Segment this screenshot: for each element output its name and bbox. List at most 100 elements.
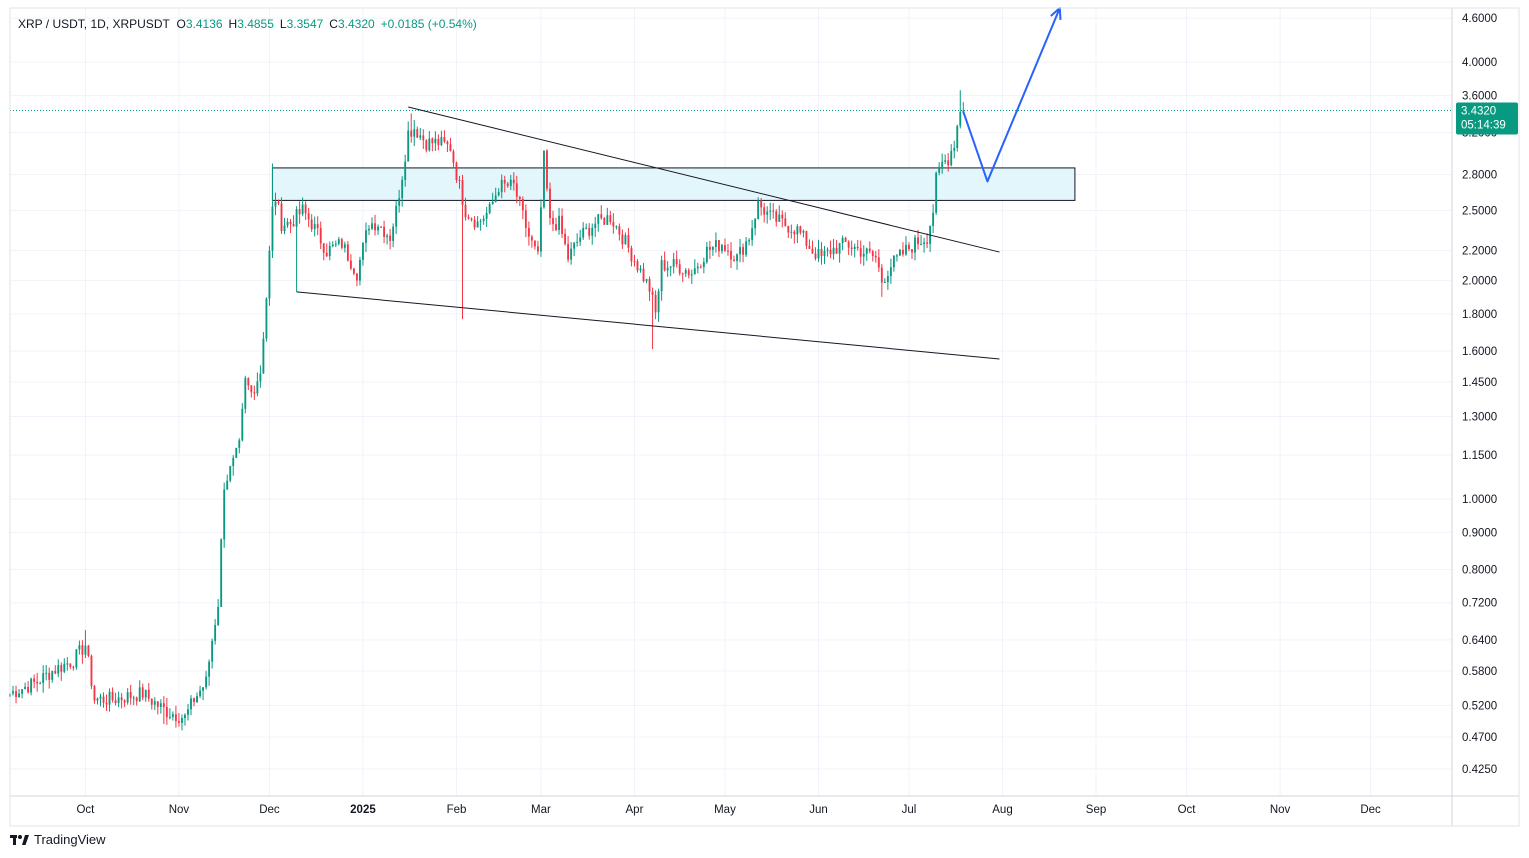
candle-body xyxy=(322,243,325,253)
candle-body xyxy=(33,678,36,682)
candle-body xyxy=(407,130,410,162)
candle-body xyxy=(772,210,775,212)
y-axis-tick-label: 0.9000 xyxy=(1462,527,1497,539)
candle-body xyxy=(757,200,760,220)
candle-body xyxy=(199,690,201,696)
x-axis-tick-label: Jul xyxy=(902,804,917,816)
candle-body xyxy=(808,245,811,249)
candle-body xyxy=(564,233,567,244)
candle-body xyxy=(862,253,865,257)
candle-body xyxy=(425,140,428,151)
candle-body xyxy=(820,248,823,257)
candle-body xyxy=(416,129,419,138)
candle-body xyxy=(950,150,953,166)
candle-body xyxy=(760,200,763,208)
lower-trendline[interactable] xyxy=(296,291,1000,360)
candle-body xyxy=(66,663,69,665)
candle-body xyxy=(253,392,256,394)
candle-body xyxy=(871,251,874,256)
candle-body xyxy=(515,183,518,197)
candle-body xyxy=(229,466,232,481)
candle-body xyxy=(585,227,588,229)
candle-body xyxy=(711,246,714,250)
candle-body xyxy=(455,162,458,181)
candle-body xyxy=(371,223,373,229)
candle-body xyxy=(530,236,533,241)
y-axis-tick-label: 1.3000 xyxy=(1462,411,1497,423)
upper-trendline[interactable] xyxy=(408,106,1000,253)
candle-body xyxy=(902,249,904,255)
candle-body xyxy=(606,215,609,225)
candle-body xyxy=(657,291,660,313)
candle-body xyxy=(932,212,935,226)
y-axis-tick-label: 0.6400 xyxy=(1462,635,1497,647)
candle-body xyxy=(594,223,597,228)
candle-body xyxy=(512,179,515,184)
candle-body xyxy=(431,138,434,144)
candle-body xyxy=(684,270,687,274)
candle-body xyxy=(226,480,229,490)
candle-body xyxy=(926,242,929,244)
candle-body xyxy=(527,227,530,237)
price-badge-price: 3.4320 xyxy=(1461,105,1496,117)
candle-body xyxy=(561,215,563,234)
candle-body xyxy=(552,218,554,225)
candle-body xyxy=(446,141,449,145)
candle-body xyxy=(404,161,407,180)
candle-body xyxy=(250,385,253,393)
candle-body xyxy=(126,692,129,703)
candle-body xyxy=(374,223,376,231)
candle-body xyxy=(769,210,772,212)
candle-body xyxy=(597,214,600,224)
tradingview-logo[interactable]: TradingView xyxy=(10,832,106,847)
candle-body xyxy=(778,214,781,222)
x-axis-tick-label: Oct xyxy=(76,804,95,816)
x-axis-tick-label: 2025 xyxy=(350,804,376,816)
y-axis-tick-label: 1.1500 xyxy=(1462,450,1497,462)
candle-body xyxy=(892,255,895,268)
candle-body xyxy=(488,203,491,213)
candle-body xyxy=(368,228,370,231)
candle-body xyxy=(208,661,211,677)
candle-body xyxy=(307,213,310,220)
candle-body xyxy=(745,241,748,255)
candle-body xyxy=(72,666,75,668)
candle-body xyxy=(190,698,192,710)
tradingview-logo-text: TradingView xyxy=(34,832,106,847)
candle-body xyxy=(211,640,214,662)
candle-body xyxy=(21,689,24,694)
candle-body xyxy=(582,227,585,238)
candle-body xyxy=(181,718,183,723)
candle-body xyxy=(346,244,349,261)
candle-body xyxy=(343,244,346,248)
candle-body xyxy=(666,267,669,271)
y-axis-tick-label: 2.0000 xyxy=(1462,276,1497,288)
candle-body xyxy=(449,144,452,152)
candle-body xyxy=(491,201,494,204)
candle-body xyxy=(470,218,473,220)
candle-body xyxy=(265,298,268,339)
candle-body xyxy=(790,231,793,233)
candle-body xyxy=(331,244,334,246)
candle-body xyxy=(377,226,379,231)
x-axis-tick-label: Dec xyxy=(259,804,280,816)
candle-body xyxy=(500,179,503,193)
candle-body xyxy=(162,703,165,707)
candle-body xyxy=(24,686,27,690)
candle-body xyxy=(280,203,283,232)
candle-body xyxy=(75,649,78,668)
y-axis-tick-label: 0.4250 xyxy=(1462,764,1497,776)
high-label: H xyxy=(228,17,238,31)
candle-body xyxy=(914,237,916,253)
candle-body xyxy=(799,226,802,233)
resistance-zone-box[interactable] xyxy=(271,167,1076,201)
candle-body xyxy=(319,227,322,244)
candle-body xyxy=(802,230,805,233)
candle-body xyxy=(748,240,751,242)
candle-body xyxy=(244,378,247,409)
projection-path[interactable] xyxy=(962,7,1061,183)
candle-body xyxy=(434,138,437,144)
y-axis-tick-label: 1.6000 xyxy=(1462,346,1497,358)
